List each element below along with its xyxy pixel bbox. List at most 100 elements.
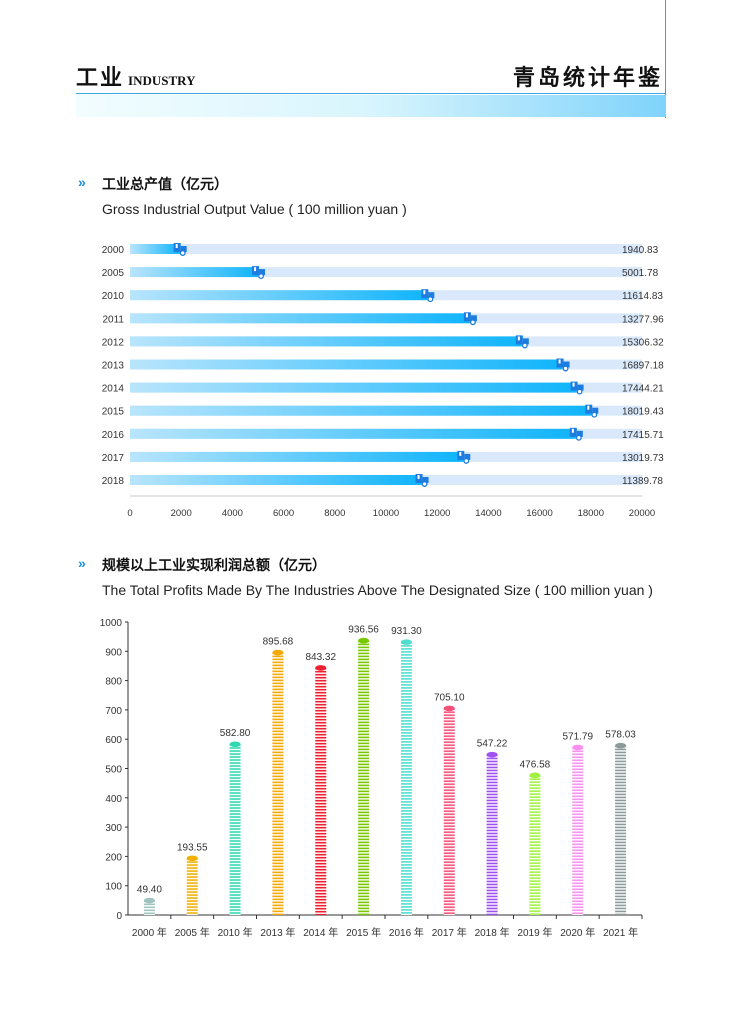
bar-cap	[143, 897, 155, 904]
value-label: 476.58	[520, 759, 551, 770]
bar	[315, 667, 327, 915]
y-tick-label: 100	[105, 882, 122, 893]
truck-icon	[463, 312, 477, 326]
value-label: 547.22	[477, 739, 508, 750]
category-label: 2011	[102, 314, 124, 325]
truck-cab	[592, 407, 599, 414]
bar-cap	[529, 772, 541, 779]
y-tick-label: 0	[116, 911, 122, 922]
bar	[130, 267, 259, 278]
x-tick-label: 14000	[475, 508, 501, 519]
bar-cap	[572, 744, 584, 751]
chart2-subtitle: The Total Profits Made By The Industries…	[102, 582, 653, 598]
truck-icon	[173, 243, 187, 256]
book-title: 青岛统计年鉴	[512, 65, 663, 90]
truck-window	[417, 475, 420, 479]
bar-cap	[443, 705, 455, 712]
truck-window	[517, 336, 520, 341]
category-label: 2015	[102, 407, 125, 418]
bar	[130, 244, 180, 254]
category-label: 2012	[102, 337, 125, 348]
value-label: 11389.78	[622, 476, 663, 487]
y-tick-label: 700	[105, 706, 122, 717]
bar	[358, 640, 370, 915]
category-label: 2016 年	[389, 926, 424, 939]
truck-cab	[563, 361, 570, 368]
truck-cab	[464, 453, 471, 460]
truck-window	[572, 382, 575, 387]
truck-wheel	[179, 250, 186, 256]
bar	[130, 290, 428, 301]
category-label: 2010	[102, 291, 125, 302]
value-label: 193.55	[177, 842, 208, 853]
truck-wheel	[258, 273, 264, 280]
value-label: 17415.71	[622, 430, 664, 441]
category-label: 2013 年	[260, 926, 295, 939]
value-label: 5001.78	[622, 268, 659, 279]
bar	[130, 382, 577, 393]
chart2-title: 规模以上工业实现利润总额（亿元）	[102, 557, 326, 573]
bar-cap	[358, 637, 370, 644]
bar	[443, 708, 455, 915]
truck-window	[558, 359, 561, 364]
double-chevron-right-icon: »	[78, 174, 86, 190]
truck-wheel	[562, 365, 569, 372]
bar	[486, 754, 498, 915]
bar	[130, 336, 522, 347]
truck-wheel	[427, 296, 434, 303]
profits-chart: 0 100 200 300 400 500 600 700 800 900 1000 49.40 200…	[100, 618, 643, 939]
bar	[130, 451, 464, 462]
chart1-title: 工业总产值（亿元）	[102, 176, 228, 192]
y-tick-label: 400	[105, 794, 122, 805]
truck-window	[465, 313, 468, 318]
value-label: 571.79	[562, 731, 593, 742]
category-label: 2000 年	[132, 926, 167, 939]
category-label: 2018 年	[475, 926, 510, 939]
bar	[143, 900, 155, 915]
truck-icon	[570, 381, 584, 395]
y-tick-label: 500	[105, 765, 122, 776]
bar	[130, 359, 563, 370]
value-label: 49.40	[137, 885, 162, 896]
value-label: 578.03	[605, 730, 636, 741]
y-tick-label: 300	[105, 823, 122, 834]
x-tick-label: 2000	[171, 508, 192, 519]
bar-cap	[486, 751, 498, 758]
truck-window	[254, 267, 257, 272]
bar	[130, 428, 576, 439]
truck-cab	[577, 384, 584, 391]
bar	[272, 652, 284, 915]
category-label: 2019 年	[517, 926, 552, 939]
output-value-chart: 2000 1940.83 2005 5001.78 2010 11614.83 2011 13…	[102, 243, 664, 519]
truck-window	[459, 451, 462, 456]
category-label: 2021 年	[603, 926, 638, 939]
category-label: 2013	[102, 361, 125, 372]
category-label: 2014 年	[303, 926, 338, 939]
value-label: 13019.73	[622, 453, 664, 464]
value-label: 16897.18	[622, 361, 664, 372]
truck-cab	[576, 430, 583, 437]
value-label: 843.32	[305, 652, 336, 663]
truck-wheel	[463, 457, 470, 464]
bar	[529, 775, 541, 915]
truck-icon	[252, 266, 266, 280]
value-label: 582.80	[220, 728, 251, 739]
bar-track	[130, 267, 642, 278]
section-title-cn: 工业	[76, 65, 125, 90]
y-tick-label: 200	[105, 852, 122, 863]
header-divider	[76, 93, 666, 94]
margin-line	[665, 0, 666, 118]
y-tick-label: 900	[105, 647, 122, 658]
x-tick-label: 18000	[578, 508, 604, 519]
category-label: 2017 年	[432, 926, 467, 939]
truck-icon	[556, 358, 570, 372]
truck-wheel	[576, 388, 583, 395]
bar-cap	[186, 855, 198, 862]
truck-cab	[259, 269, 266, 276]
value-label: 705.10	[434, 692, 465, 703]
bar-cap	[315, 665, 327, 671]
truck-window	[175, 244, 178, 248]
value-label: 11614.83	[622, 291, 663, 302]
category-label: 2017	[102, 453, 125, 464]
